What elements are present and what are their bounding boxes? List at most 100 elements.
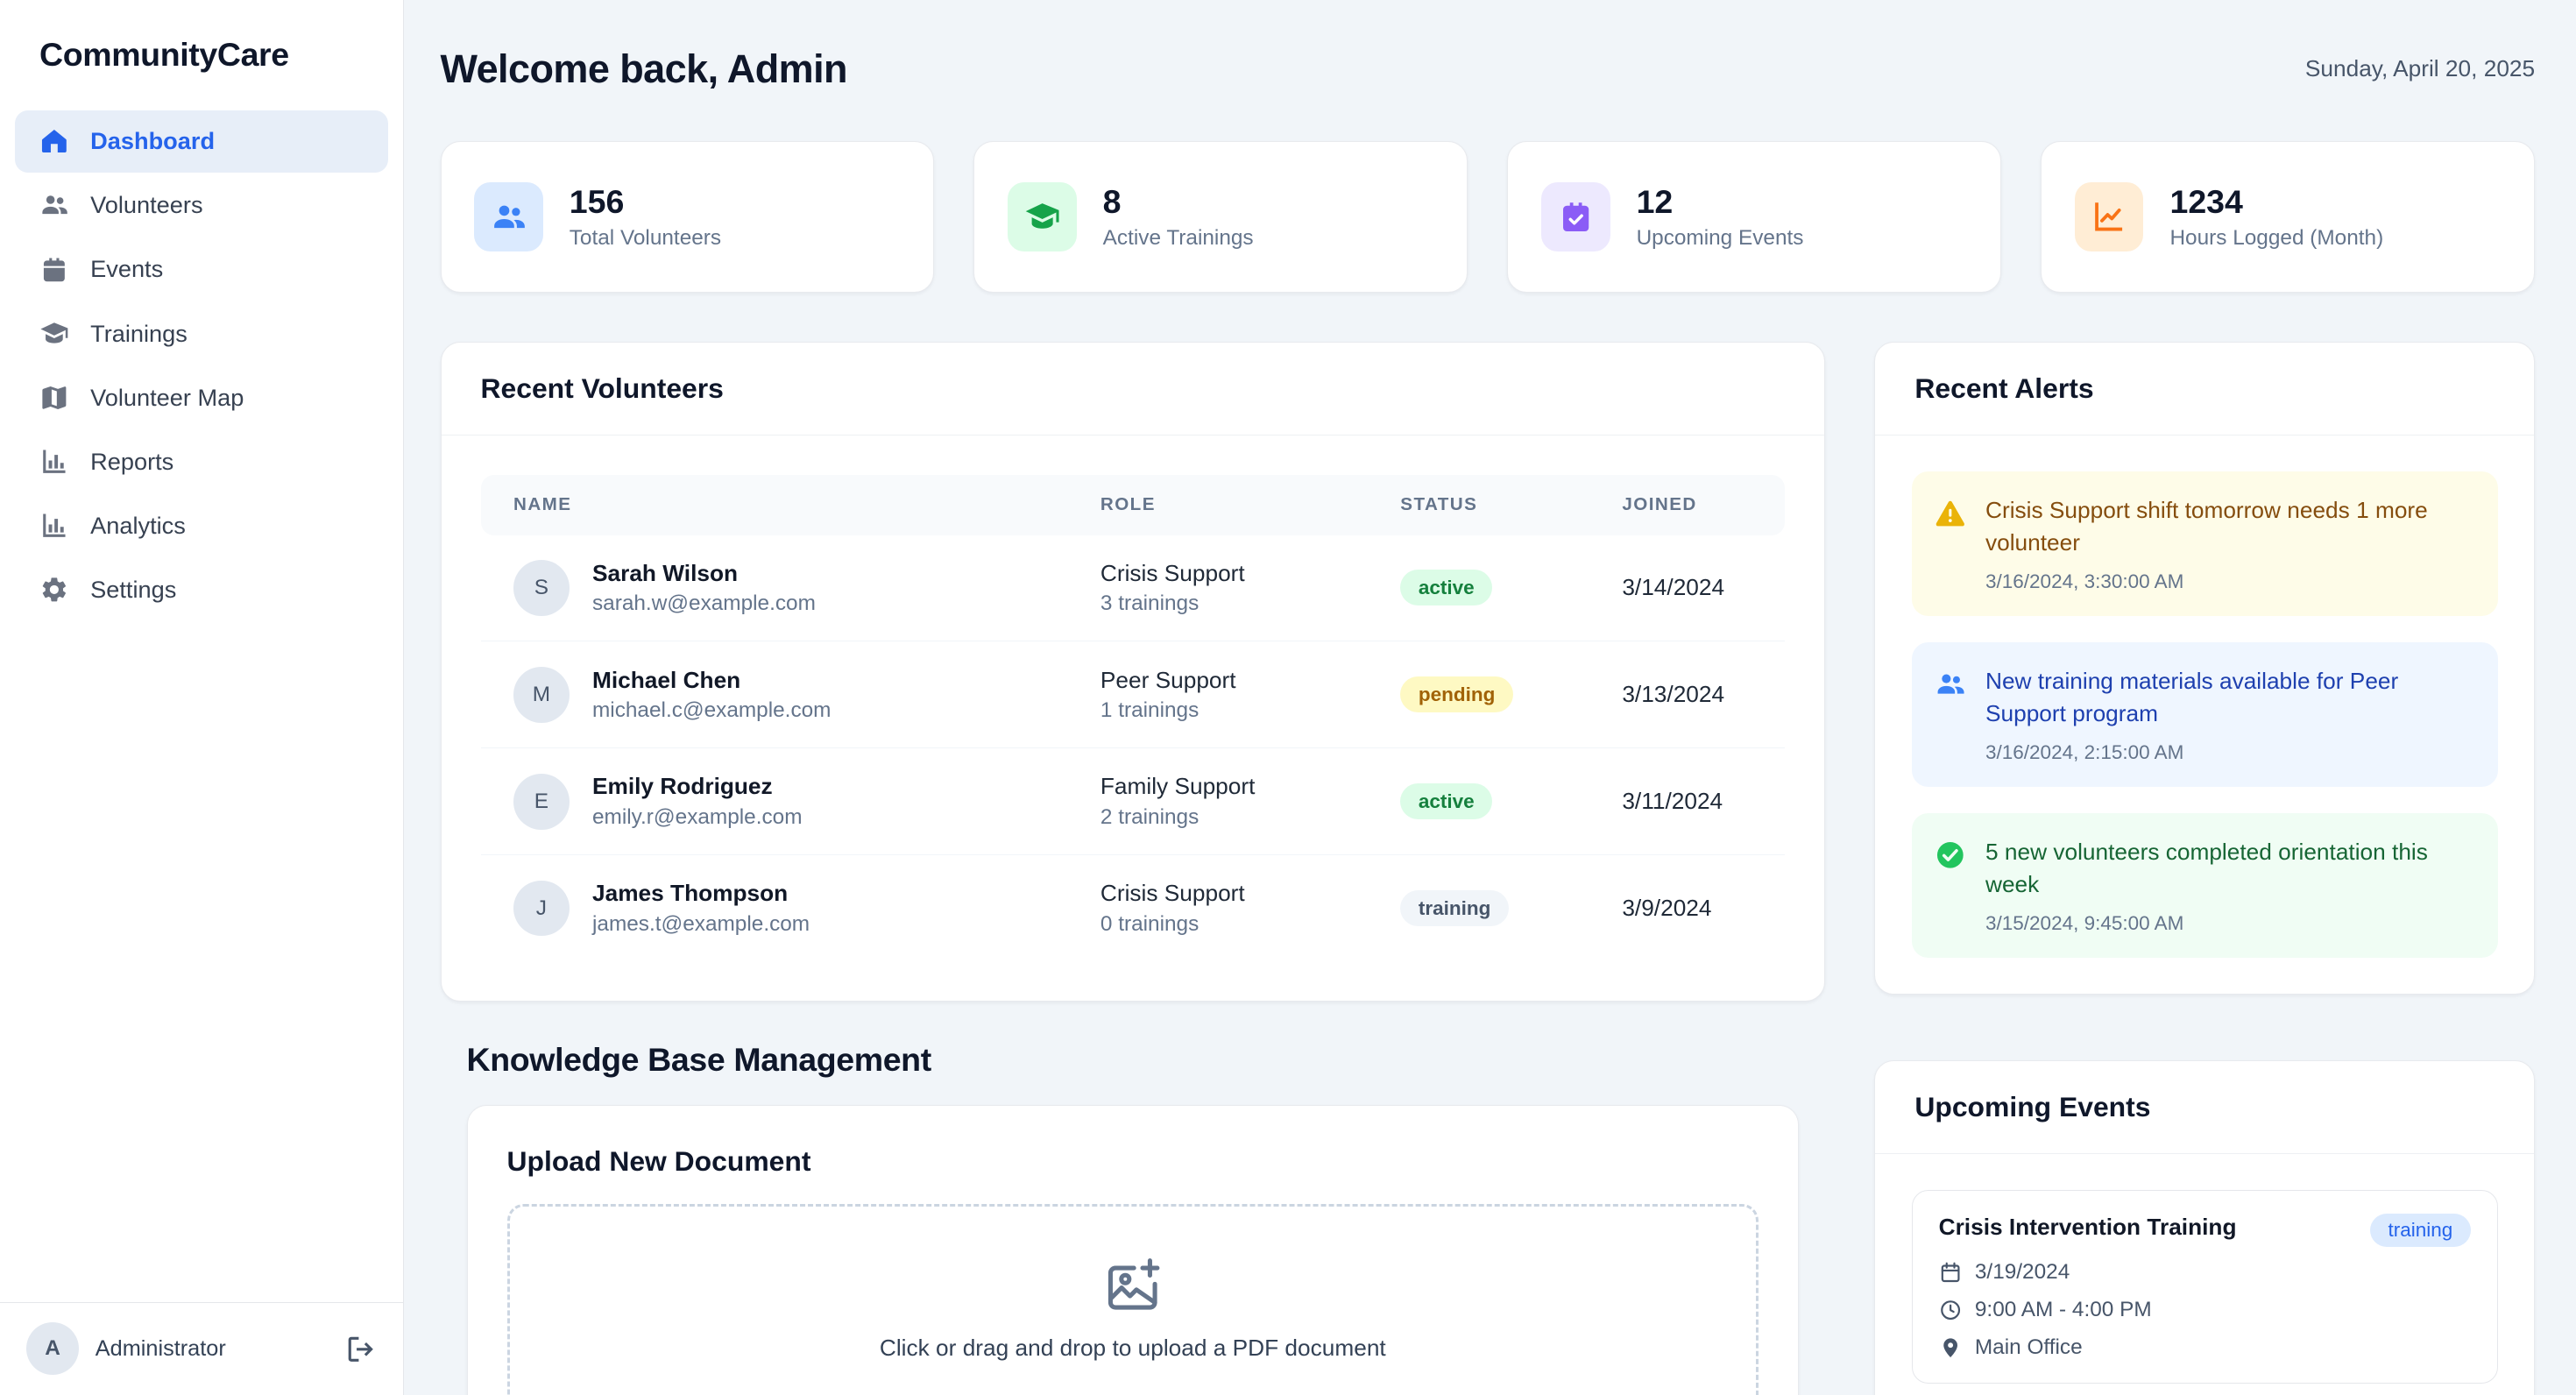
gear-icon (39, 575, 69, 605)
recent-volunteers-card: Recent Volunteers Name Role Status Joine… (440, 342, 1826, 1002)
sidebar-item-volunteers[interactable]: Volunteers (15, 174, 389, 237)
column-header-name: Name (513, 494, 572, 514)
volunteer-role: Family Support (1100, 773, 1256, 800)
upcoming-events-card: Upcoming Events Crisis Intervention Trai… (1874, 1060, 2536, 1395)
volunteer-email: sarah.w@example.com (592, 591, 816, 616)
volunteer-email: james.t@example.com (592, 911, 810, 936)
sidebar-item-dashboard[interactable]: Dashboard (14, 110, 389, 173)
chart-line-icon (2074, 182, 2144, 251)
upcoming-events-title: Upcoming Events (1875, 1061, 2535, 1154)
sidebar-nav: Dashboard Volunteers Events Trainings Vo… (0, 100, 403, 1302)
knowledge-base-section: Knowledge Base Management Upload New Doc… (466, 1041, 1800, 1395)
app-logo: CommunityCare (39, 36, 289, 74)
volunteer-name: Sarah Wilson (592, 559, 739, 586)
avatar: S (513, 560, 570, 616)
bar-chart-icon (39, 447, 69, 477)
status-badge: pending (1400, 676, 1513, 713)
sidebar-item-label: Volunteers (90, 191, 203, 219)
table-row: S Sarah Wilson sarah.w@example.com Crisi… (480, 535, 1786, 642)
alert-message: New training materials available for Pee… (1985, 668, 2399, 726)
column-header-joined: Joined (1622, 494, 1697, 514)
page-header: Welcome back, Admin Sunday, April 20, 20… (441, 39, 2536, 99)
upload-card-title: Upload New Document (506, 1145, 811, 1177)
event-name: Crisis Intervention Training (1938, 1214, 2237, 1241)
sidebar-item-label: Volunteer Map (90, 383, 244, 411)
recent-alerts-title: Recent Alerts (1875, 343, 2535, 435)
table-row: M Michael Chen michael.c@example.com Pee… (480, 641, 1786, 749)
stat-value: 12 (1636, 183, 1674, 221)
current-date: Sunday, April 20, 2025 (2304, 55, 2536, 82)
alert-timestamp: 3/16/2024, 2:15:00 AM (1985, 740, 2184, 763)
volunteer-name: Emily Rodriguez (592, 773, 773, 800)
stat-label: Hours Logged (Month) (2169, 225, 2384, 250)
volunteer-trainings: 0 trainings (1100, 911, 1200, 936)
sidebar-item-volunteer-map[interactable]: Volunteer Map (15, 366, 389, 428)
graduation-cap-icon (1007, 182, 1077, 251)
alert-message: Crisis Support shift tomorrow needs 1 mo… (1985, 497, 2428, 556)
stats-row: 156 Total Volunteers 8 Active Trainings … (440, 141, 2536, 293)
sidebar-item-analytics[interactable]: Analytics (15, 494, 389, 556)
upload-dropzone[interactable]: Click or drag and drop to upload a PDF d… (506, 1204, 1759, 1395)
sidebar-item-reports[interactable]: Reports (15, 430, 389, 492)
volunteer-role: Peer Support (1100, 666, 1236, 693)
event-card: Crisis Intervention Training training 3/… (1911, 1190, 2498, 1384)
sidebar-item-label: Analytics (90, 511, 186, 539)
sidebar-user-section: A Administrator (0, 1301, 404, 1395)
sidebar-item-label: Events (90, 255, 164, 283)
volunteers-table: Name Role Status Joined S Sarah Wilson s… (442, 435, 1825, 1002)
sidebar-item-trainings[interactable]: Trainings (15, 302, 389, 365)
sidebar-item-label: Reports (90, 447, 174, 475)
left-column: Recent Volunteers Name Role Status Joine… (440, 342, 1826, 1395)
recent-alerts-card: Recent Alerts Crisis Support shift tomor… (1874, 342, 2536, 995)
avatar: J (513, 880, 570, 937)
sidebar-item-settings[interactable]: Settings (15, 558, 389, 620)
event-location: Main Office (1974, 1335, 2083, 1359)
logout-icon[interactable] (344, 1333, 378, 1366)
users-icon (474, 182, 543, 251)
image-plus-icon (1103, 1256, 1163, 1315)
alert-message: 5 new volunteers completed orientation t… (1985, 839, 2428, 897)
map-icon (39, 383, 69, 413)
alert-item: 5 new volunteers completed orientation t… (1911, 813, 2498, 959)
check-circle-icon (1935, 836, 1966, 935)
sidebar: CommunityCare Dashboard Volunteers Event… (0, 0, 405, 1395)
event-time: 9:00 AM - 4:00 PM (1974, 1297, 2152, 1321)
sidebar-item-label: Trainings (90, 319, 188, 347)
upload-document-card: Upload New Document Click or drag and dr… (466, 1105, 1800, 1395)
status-badge: active (1400, 570, 1493, 606)
volunteer-email: michael.c@example.com (592, 698, 832, 723)
stat-label: Total Volunteers (569, 225, 722, 250)
stat-value: 1234 (2169, 183, 2243, 221)
status-badge: training (1400, 890, 1509, 927)
stat-label: Upcoming Events (1636, 225, 1804, 250)
calendar-icon (1939, 1261, 1962, 1284)
alert-item: Crisis Support shift tomorrow needs 1 mo… (1911, 471, 2498, 616)
map-pin-icon (1939, 1336, 1962, 1359)
sidebar-item-events[interactable]: Events (15, 238, 389, 301)
volunteers-table-body: S Sarah Wilson sarah.w@example.com Crisi… (480, 535, 1786, 962)
alert-timestamp: 3/15/2024, 9:45:00 AM (1985, 911, 2184, 934)
avatar: M (513, 666, 570, 723)
avatar: A (26, 1322, 79, 1376)
volunteer-role: Crisis Support (1100, 880, 1245, 907)
volunteer-name: Michael Chen (592, 666, 741, 693)
stat-label: Active Trainings (1102, 225, 1254, 250)
volunteer-trainings: 3 trainings (1100, 591, 1200, 616)
stat-value: 156 (569, 183, 625, 221)
dropzone-text: Click or drag and drop to upload a PDF d… (879, 1335, 1386, 1362)
column-header-status: Status (1400, 494, 1478, 514)
joined-date: 3/11/2024 (1622, 788, 1723, 815)
event-date: 3/19/2024 (1974, 1259, 2070, 1284)
volunteer-name: James Thompson (592, 880, 789, 907)
joined-date: 3/14/2024 (1622, 574, 1725, 601)
volunteer-trainings: 1 trainings (1100, 698, 1200, 723)
main-content: Welcome back, Admin Sunday, April 20, 20… (404, 0, 2576, 1395)
table-row: E Emily Rodriguez emily.r@example.com Fa… (480, 748, 1786, 856)
volunteers-table-header: Name Role Status Joined (480, 474, 1786, 535)
calendar-icon (39, 255, 69, 285)
home-icon (39, 126, 69, 156)
stat-card-total-volunteers: 156 Total Volunteers (440, 141, 935, 293)
page-title: Welcome back, Admin (440, 46, 848, 91)
user-name: Administrator (95, 1335, 226, 1361)
users-icon (1935, 665, 1966, 764)
